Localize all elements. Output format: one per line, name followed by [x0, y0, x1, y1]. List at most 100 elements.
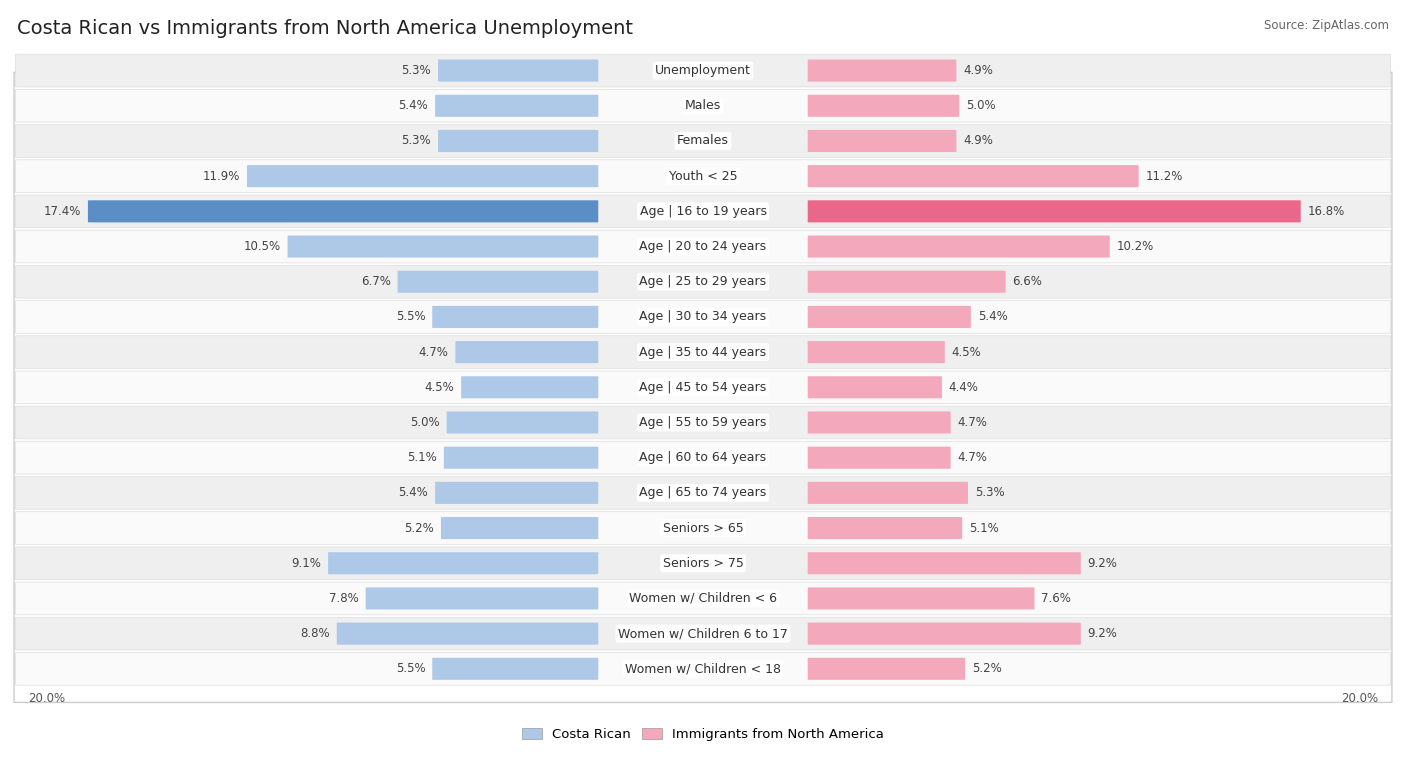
FancyBboxPatch shape [247, 165, 599, 187]
FancyBboxPatch shape [439, 60, 599, 82]
Text: 5.1%: 5.1% [969, 522, 998, 534]
FancyBboxPatch shape [15, 55, 1391, 87]
Text: 6.7%: 6.7% [361, 276, 391, 288]
Text: 9.2%: 9.2% [1088, 556, 1118, 570]
FancyBboxPatch shape [461, 376, 599, 398]
FancyBboxPatch shape [15, 195, 1391, 228]
Text: 10.5%: 10.5% [243, 240, 281, 253]
Text: 5.5%: 5.5% [395, 310, 426, 323]
Text: Males: Males [685, 99, 721, 112]
Text: Females: Females [678, 135, 728, 148]
FancyBboxPatch shape [807, 130, 956, 152]
FancyBboxPatch shape [15, 336, 1391, 369]
Text: Age | 65 to 74 years: Age | 65 to 74 years [640, 486, 766, 500]
Text: 5.5%: 5.5% [395, 662, 426, 675]
Text: 4.5%: 4.5% [425, 381, 454, 394]
Text: 5.4%: 5.4% [977, 310, 1008, 323]
FancyBboxPatch shape [15, 89, 1391, 122]
FancyBboxPatch shape [434, 95, 599, 117]
FancyBboxPatch shape [807, 517, 962, 539]
FancyBboxPatch shape [288, 235, 599, 257]
Text: 5.3%: 5.3% [402, 135, 432, 148]
Text: Age | 45 to 54 years: Age | 45 to 54 years [640, 381, 766, 394]
Text: 5.2%: 5.2% [405, 522, 434, 534]
Text: 7.8%: 7.8% [329, 592, 359, 605]
FancyBboxPatch shape [15, 301, 1391, 333]
FancyBboxPatch shape [434, 481, 599, 504]
Text: 8.8%: 8.8% [301, 627, 330, 640]
Text: Women w/ Children < 18: Women w/ Children < 18 [626, 662, 780, 675]
FancyBboxPatch shape [807, 165, 1139, 187]
FancyBboxPatch shape [807, 341, 945, 363]
Text: Age | 16 to 19 years: Age | 16 to 19 years [640, 205, 766, 218]
FancyBboxPatch shape [807, 376, 942, 398]
Text: Age | 25 to 29 years: Age | 25 to 29 years [640, 276, 766, 288]
FancyBboxPatch shape [15, 512, 1391, 544]
FancyBboxPatch shape [441, 517, 599, 539]
FancyBboxPatch shape [15, 441, 1391, 474]
Text: 4.9%: 4.9% [963, 64, 993, 77]
FancyBboxPatch shape [439, 130, 599, 152]
Text: 4.5%: 4.5% [952, 346, 981, 359]
FancyBboxPatch shape [807, 447, 950, 469]
Text: Seniors > 75: Seniors > 75 [662, 556, 744, 570]
Text: Women w/ Children 6 to 17: Women w/ Children 6 to 17 [619, 627, 787, 640]
FancyBboxPatch shape [807, 271, 1005, 293]
FancyBboxPatch shape [432, 306, 599, 328]
Text: Age | 55 to 59 years: Age | 55 to 59 years [640, 416, 766, 429]
FancyBboxPatch shape [807, 587, 1035, 609]
Text: 9.2%: 9.2% [1088, 627, 1118, 640]
FancyBboxPatch shape [444, 447, 599, 469]
FancyBboxPatch shape [15, 371, 1391, 403]
Text: Costa Rican vs Immigrants from North America Unemployment: Costa Rican vs Immigrants from North Ame… [17, 19, 633, 38]
Text: 6.6%: 6.6% [1012, 276, 1042, 288]
Text: 17.4%: 17.4% [44, 205, 82, 218]
Text: 5.3%: 5.3% [974, 486, 1004, 500]
Text: 5.0%: 5.0% [411, 416, 440, 429]
FancyBboxPatch shape [15, 476, 1391, 509]
Text: 5.4%: 5.4% [398, 486, 429, 500]
FancyBboxPatch shape [807, 235, 1109, 257]
Text: Age | 60 to 64 years: Age | 60 to 64 years [640, 451, 766, 464]
FancyBboxPatch shape [447, 412, 599, 434]
Text: 5.1%: 5.1% [408, 451, 437, 464]
FancyBboxPatch shape [807, 60, 956, 82]
Text: Age | 35 to 44 years: Age | 35 to 44 years [640, 346, 766, 359]
Text: 16.8%: 16.8% [1308, 205, 1346, 218]
FancyBboxPatch shape [15, 160, 1391, 192]
Text: Age | 20 to 24 years: Age | 20 to 24 years [640, 240, 766, 253]
Text: Source: ZipAtlas.com: Source: ZipAtlas.com [1264, 19, 1389, 32]
FancyBboxPatch shape [15, 125, 1391, 157]
FancyBboxPatch shape [14, 72, 1392, 702]
FancyBboxPatch shape [807, 412, 950, 434]
Legend: Costa Rican, Immigrants from North America: Costa Rican, Immigrants from North Ameri… [517, 722, 889, 746]
FancyBboxPatch shape [807, 481, 967, 504]
FancyBboxPatch shape [807, 95, 959, 117]
Text: 9.1%: 9.1% [291, 556, 321, 570]
Text: 4.7%: 4.7% [419, 346, 449, 359]
FancyBboxPatch shape [328, 552, 599, 575]
FancyBboxPatch shape [807, 306, 972, 328]
Text: 5.3%: 5.3% [402, 64, 432, 77]
Text: 5.0%: 5.0% [966, 99, 995, 112]
FancyBboxPatch shape [15, 406, 1391, 439]
FancyBboxPatch shape [807, 552, 1081, 575]
Text: Women w/ Children < 6: Women w/ Children < 6 [628, 592, 778, 605]
Text: Age | 30 to 34 years: Age | 30 to 34 years [640, 310, 766, 323]
FancyBboxPatch shape [398, 271, 599, 293]
FancyBboxPatch shape [15, 582, 1391, 615]
Text: Unemployment: Unemployment [655, 64, 751, 77]
FancyBboxPatch shape [807, 622, 1081, 645]
Text: 4.9%: 4.9% [963, 135, 993, 148]
Text: 4.7%: 4.7% [957, 451, 987, 464]
FancyBboxPatch shape [15, 547, 1391, 580]
Text: Youth < 25: Youth < 25 [669, 170, 737, 182]
Text: 4.7%: 4.7% [957, 416, 987, 429]
FancyBboxPatch shape [432, 658, 599, 680]
Text: 11.2%: 11.2% [1146, 170, 1182, 182]
FancyBboxPatch shape [15, 266, 1391, 298]
Text: 10.2%: 10.2% [1116, 240, 1154, 253]
FancyBboxPatch shape [337, 622, 599, 645]
FancyBboxPatch shape [456, 341, 599, 363]
FancyBboxPatch shape [807, 658, 965, 680]
